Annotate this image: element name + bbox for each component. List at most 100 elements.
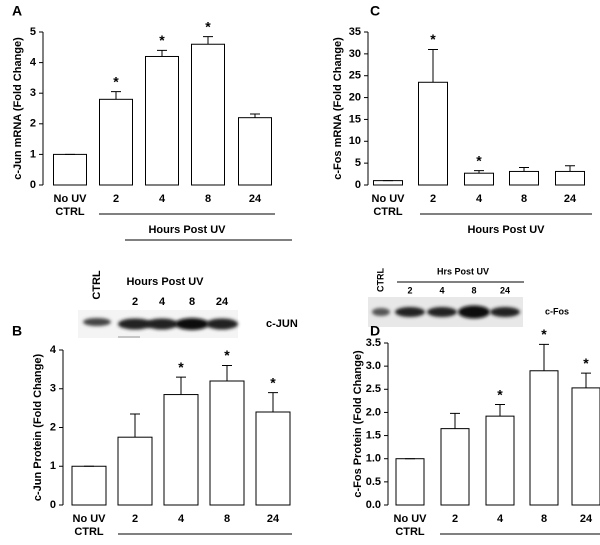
panel-letter: C (370, 3, 380, 19)
blot-lane: 2 (407, 285, 412, 295)
y-tick-label: 15 (349, 113, 361, 125)
y-tick-label: 0.5 (366, 476, 381, 488)
blot-lane: 24 (500, 285, 510, 295)
bar (191, 43, 225, 186)
bar (571, 387, 600, 506)
blot-lane: 2 (132, 296, 138, 308)
error-bar (428, 48, 438, 83)
bar (509, 170, 539, 186)
significance-marker: * (430, 31, 436, 47)
y-tick-label: 4 (30, 57, 37, 69)
bar (99, 98, 133, 186)
error-bar (450, 412, 460, 429)
x-tick-label: 4 (178, 513, 185, 525)
y-tick-label: 0 (30, 179, 36, 191)
x-tick-label: 8 (521, 193, 527, 205)
y-tick-label: 4 (50, 344, 57, 356)
chart: B 0 1 2 3 4 c-Jun Protein (Fold Change) No UV CT… (12, 239, 298, 545)
blot-group-label: Hrs Post UV (437, 266, 489, 276)
x-tick-label: 2 (430, 193, 436, 205)
y-tick-label: 2.0 (366, 406, 381, 418)
y-tick-label: 1 (30, 148, 36, 160)
blot-lane: 8 (189, 296, 195, 308)
x-tick-label: 24 (564, 193, 577, 205)
western-blot (368, 297, 523, 327)
y-axis-title: c-Fos Protein (Fold Change) (352, 350, 364, 498)
y-tick-label: 10 (349, 135, 361, 147)
x-tick-label: 8 (224, 513, 230, 525)
y-axis-title: c-Jun mRNA (Fold Change) (12, 37, 24, 180)
bar (464, 172, 494, 186)
x-tick-label: 24 (249, 193, 262, 205)
bar (418, 81, 448, 186)
blot-band-label: c-Fos (545, 306, 569, 316)
error-bar (268, 392, 278, 412)
y-tick-label: 25 (349, 70, 361, 82)
x-axis-title: Hours Post UV (467, 224, 545, 236)
error-bar (111, 91, 121, 100)
y-tick-label: 1.5 (366, 429, 381, 441)
significance-marker: * (270, 374, 276, 390)
x-tick-label: 4 (497, 513, 504, 525)
y-tick-label: 2.5 (366, 383, 381, 395)
panel-letter: B (12, 323, 22, 339)
chart: A 0 1 2 3 4 5 c-Jun mRNA (Fold Change) No UV CTRL… (12, 3, 275, 236)
y-tick-label: 3.0 (366, 360, 381, 372)
y-tick-label: 5 (355, 157, 361, 169)
bar (529, 370, 559, 506)
significance-marker: * (113, 73, 119, 89)
western-blot (78, 310, 238, 338)
bar (255, 411, 291, 506)
blot-lane: 8 (471, 285, 476, 295)
x-tick-label: No UV CTRL (73, 513, 107, 538)
error-bar (203, 36, 213, 45)
error-bar (250, 113, 260, 118)
y-tick-label: 2 (50, 421, 56, 433)
x-tick-label: 2 (113, 193, 119, 205)
significance-marker: * (159, 32, 165, 48)
error-bar (157, 49, 167, 57)
chart: D 0.0 0.5 1.0 1.5 2.0 2.5 3.0 3.5c-Fos Protein (… (352, 266, 600, 545)
panel-letter: D (370, 323, 380, 339)
bar (395, 458, 425, 506)
x-tick-label: 24 (267, 513, 280, 525)
bar (53, 153, 87, 186)
error-bar (539, 343, 549, 371)
error-bar (565, 165, 575, 172)
error-bar (222, 365, 232, 381)
bar (117, 436, 153, 506)
error-bar (474, 170, 484, 174)
x-tick-label: 8 (541, 513, 547, 525)
y-tick-label: 3.5 (366, 337, 381, 349)
bar (373, 180, 403, 186)
y-tick-label: 0 (355, 179, 361, 191)
x-tick-label: 2 (452, 513, 458, 525)
x-tick-label: 8 (205, 193, 211, 205)
y-tick-label: 0.0 (366, 499, 381, 511)
x-axis-title: Hours Post UV (148, 224, 226, 236)
y-tick-label: 30 (349, 48, 361, 60)
significance-marker: * (224, 347, 230, 363)
x-tick-label: 2 (132, 513, 138, 525)
bar (145, 55, 179, 186)
y-tick-label: 35 (349, 26, 361, 38)
x-axis-title: Hours Post UV (481, 544, 559, 545)
x-tick-label: No UV CTRL (372, 193, 406, 218)
y-tick-label: 5 (30, 26, 36, 38)
bar (440, 428, 470, 506)
y-axis-title: c-Jun Protein (Fold Change) (32, 354, 44, 502)
bar (238, 117, 272, 186)
y-tick-label: 3 (50, 383, 56, 395)
bar (71, 465, 107, 506)
significance-marker: * (497, 386, 503, 402)
blot-lane-label: CTRL (91, 270, 103, 300)
blot-band-label: c-JUN (266, 318, 298, 330)
error-bar (495, 404, 505, 417)
significance-marker: * (541, 326, 547, 342)
y-tick-label: 1 (50, 460, 56, 472)
significance-marker: * (178, 359, 184, 375)
y-tick-label: 2 (30, 118, 36, 130)
panel-letter: A (12, 3, 22, 19)
significance-marker: * (476, 152, 482, 168)
x-tick-label: No UV CTRL (54, 193, 88, 218)
